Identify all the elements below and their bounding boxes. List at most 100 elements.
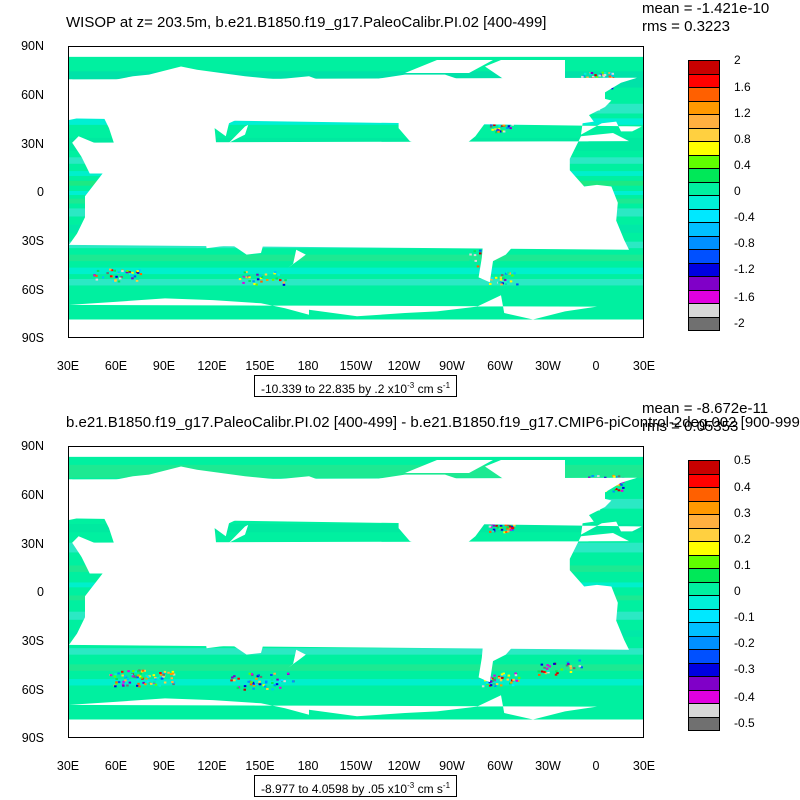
anomaly-cell: [590, 72, 594, 74]
anomaly-cell: [500, 684, 503, 687]
anomaly-cell: [248, 680, 252, 683]
anomaly-cell: [514, 674, 518, 677]
anomaly-cell: [583, 72, 587, 75]
anomaly-cell: [507, 271, 510, 274]
anomaly-cell: [511, 123, 514, 126]
anomaly-cell: [248, 276, 251, 279]
anomaly-cell: [489, 680, 493, 683]
anomaly-cell: [112, 280, 115, 283]
anomaly-cell: [476, 265, 480, 268]
anomaly-cell: [581, 75, 584, 78]
colorbar: [688, 60, 720, 331]
map-plot: [68, 446, 644, 738]
anomaly-cell: [508, 527, 511, 530]
anomaly-cell: [243, 685, 247, 688]
anomaly-cell: [507, 530, 510, 533]
lon-label: 60W: [487, 359, 513, 373]
anomaly-cell: [136, 277, 139, 280]
lat-label: 30S: [21, 234, 44, 248]
anomaly-cell: [122, 684, 125, 687]
anomaly-cell: [511, 525, 514, 528]
anomaly-cell: [143, 669, 146, 672]
anomaly-cell: [506, 526, 510, 529]
anomaly-cell: [250, 681, 253, 684]
anomaly-cell: [140, 676, 143, 679]
anomaly-cell: [540, 670, 544, 673]
land-uk: [587, 498, 601, 512]
range-unit: cm s: [414, 382, 443, 396]
anomaly-cell: [114, 673, 117, 676]
anomaly-cell: [512, 678, 515, 681]
anomaly-cell: [586, 76, 589, 79]
range-unit-exponent: -1: [442, 781, 451, 790]
anomaly-cell: [145, 674, 148, 677]
anomaly-cell: [133, 275, 137, 278]
anomaly-cell: [260, 276, 264, 279]
anomaly-cell: [115, 681, 118, 684]
anomaly-cell: [110, 269, 114, 272]
anomaly-cell: [131, 271, 134, 274]
land-new-zealand: [288, 649, 306, 668]
anomaly-cell: [547, 671, 550, 674]
colorbar-swatch: [688, 581, 720, 595]
anomaly-cell: [509, 280, 513, 283]
anomaly-cell: [109, 275, 113, 278]
colorbar-swatch: [688, 514, 720, 528]
lat-label: 60S: [21, 683, 44, 697]
range-exponent: -3: [407, 781, 415, 790]
anomaly-cell: [511, 274, 514, 277]
anomaly-cell: [171, 681, 174, 683]
anomaly-cell: [618, 484, 622, 487]
anomaly-cell: [602, 75, 606, 78]
lon-label: 90W: [439, 359, 465, 373]
rms-stat: rms = 0.05353: [642, 418, 739, 435]
anomaly-cell: [618, 482, 622, 485]
anomaly-cell: [506, 524, 510, 527]
lat-label: 90N: [21, 439, 44, 453]
anomaly-cell: [580, 666, 583, 669]
anomaly-cell: [511, 679, 514, 682]
colorbar-swatch: [688, 595, 720, 609]
lon-label: 120W: [387, 359, 421, 373]
anomaly-cell: [479, 249, 482, 252]
anomaly-cell: [122, 680, 125, 683]
colorbar-swatch: [688, 222, 720, 236]
anomaly-cell: [279, 686, 282, 689]
anomaly-cell: [284, 279, 287, 282]
lat-label: 90N: [21, 39, 44, 53]
anomaly-cell: [160, 677, 164, 680]
anomaly-cell: [499, 526, 503, 529]
anomaly-cell: [136, 678, 140, 681]
anomaly-cell: [611, 74, 615, 77]
anomaly-cell: [497, 127, 501, 130]
lon-label: 150E: [245, 759, 275, 773]
anomaly-cell: [501, 126, 504, 129]
anomaly-cell: [494, 276, 498, 279]
anomaly-cell: [259, 274, 262, 277]
anomaly-cell: [555, 670, 558, 673]
anomaly-cell: [502, 124, 505, 126]
anomaly-cell: [126, 677, 130, 680]
land-japan: [229, 124, 249, 143]
anomaly-cell: [503, 278, 507, 281]
anomaly-cell: [136, 684, 139, 687]
anomaly-cell: [154, 678, 157, 681]
anomaly-cell: [273, 672, 276, 675]
anomaly-cell: [162, 675, 165, 678]
anomaly-cell: [165, 675, 169, 677]
colorbar-label: -0.4: [734, 210, 755, 224]
anomaly-cell: [158, 684, 161, 687]
contour-range-label: -8.977 to 4.0598 by .05 x10-3 cm s-1: [254, 775, 458, 797]
anomaly-cell: [499, 130, 502, 133]
anomaly-cell: [279, 279, 282, 282]
anomaly-cell: [114, 685, 117, 688]
colorbar-swatch: [688, 127, 720, 141]
anomaly-cell: [270, 678, 274, 681]
anomaly-cell: [145, 677, 148, 680]
anomaly-cell: [252, 684, 256, 687]
anomaly-cell: [233, 675, 236, 678]
colorbar-label: -0.4: [734, 690, 755, 704]
colorbar-label: 0.2: [734, 532, 751, 546]
anomaly-cell: [493, 677, 497, 680]
land-borneo: [195, 181, 212, 200]
